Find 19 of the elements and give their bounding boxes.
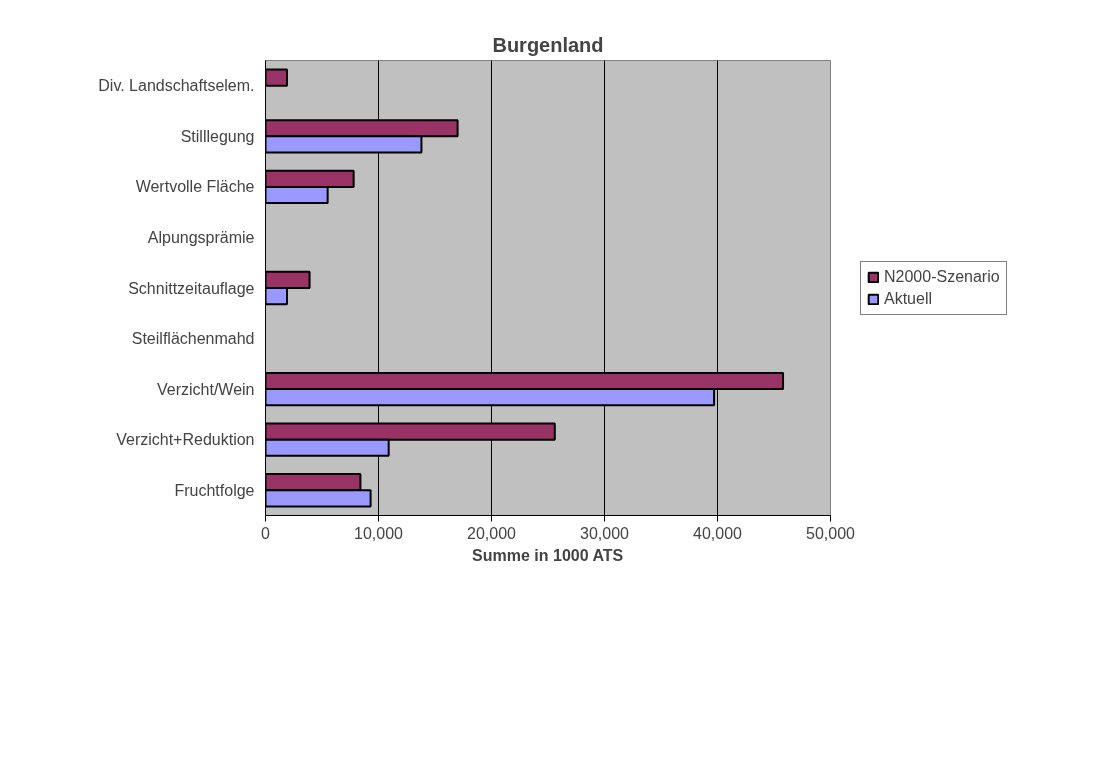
y-tick-label: Steilflächenmahd bbox=[131, 330, 255, 348]
legend-label: N2000-Szenario bbox=[884, 267, 1000, 286]
x-tick-label: 20,000 bbox=[467, 524, 517, 542]
y-tick-label: Fruchtfolge bbox=[174, 481, 255, 499]
y-tick-label: Div. Landschaftselem. bbox=[98, 77, 255, 95]
x-tick-label: 30,000 bbox=[580, 524, 630, 542]
y-tick-label: Alpungsprämie bbox=[147, 228, 255, 246]
x-axis-title: Summe in 1000 ATS bbox=[472, 546, 624, 564]
legend-label: Aktuell bbox=[884, 289, 933, 308]
y-tick-label: Stilllegung bbox=[180, 127, 255, 145]
y-tick-label: Schnittzeitauflage bbox=[128, 279, 255, 297]
chart-title: Burgenland bbox=[492, 33, 604, 56]
y-tick-label: Verzicht/Wein bbox=[156, 380, 255, 398]
y-tick-label: Verzicht+Reduktion bbox=[116, 431, 255, 449]
x-tick-label: 40,000 bbox=[693, 524, 743, 542]
x-tick-label: 0 bbox=[261, 524, 271, 542]
x-tick-label: 50,000 bbox=[806, 524, 856, 542]
y-tick-label: Wertvolle Fläche bbox=[135, 178, 255, 196]
x-tick-label: 10,000 bbox=[354, 524, 404, 542]
